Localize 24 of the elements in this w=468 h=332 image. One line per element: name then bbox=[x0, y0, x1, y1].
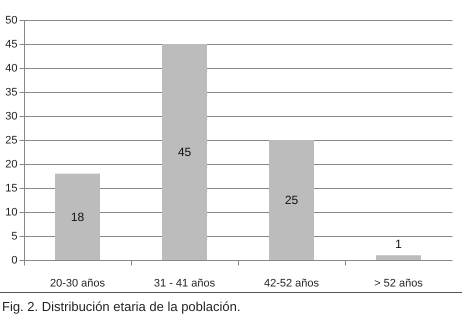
bar bbox=[269, 140, 314, 260]
x-tick-label: > 52 años bbox=[374, 278, 424, 290]
caption: Fig. 2. Distribución etaria de la población. bbox=[0, 292, 462, 314]
x-tick-label: 31 - 41 años bbox=[154, 278, 216, 290]
data-label: 18 bbox=[70, 210, 84, 224]
data-label: 1 bbox=[395, 237, 402, 252]
data-label: 25 bbox=[284, 193, 298, 207]
y-tick-label: 10 bbox=[5, 206, 18, 218]
bar bbox=[376, 255, 421, 260]
x-tick-label: 42-52 años bbox=[264, 278, 320, 290]
bar bbox=[162, 44, 207, 260]
y-tick-label: 20 bbox=[5, 158, 18, 170]
y-tick-label: 0 bbox=[11, 254, 18, 266]
y-tick-label: 50 bbox=[5, 14, 18, 26]
y-tick-label: 45 bbox=[5, 38, 18, 50]
data-label: 45 bbox=[178, 145, 192, 159]
y-tick-label: 40 bbox=[5, 62, 18, 74]
bar bbox=[55, 174, 100, 260]
x-tick-label: 20-30 años bbox=[50, 278, 106, 290]
y-tick-label: 30 bbox=[5, 110, 18, 122]
y-tick-label: 25 bbox=[5, 134, 18, 146]
y-tick-label: 15 bbox=[5, 182, 18, 194]
y-tick-label: 35 bbox=[5, 86, 18, 98]
y-tick-label: 5 bbox=[11, 230, 18, 242]
